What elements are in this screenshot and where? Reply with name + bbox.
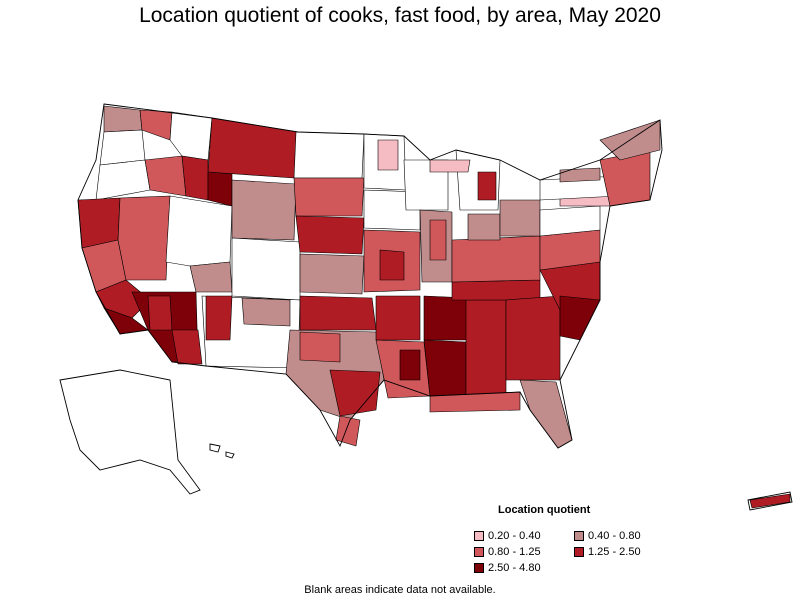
legend-label: 1.25 - 2.50 (588, 546, 641, 558)
map-area (505, 295, 561, 381)
map-area (299, 295, 377, 331)
map-area (451, 235, 541, 283)
legend-label: 0.20 - 0.40 (488, 530, 541, 542)
map-area (377, 139, 399, 171)
legend-item-3: 1.25 - 2.50 (574, 546, 641, 558)
map-area (207, 171, 233, 207)
map-area (231, 237, 301, 301)
map-outlines (59, 103, 793, 511)
map-area (519, 379, 573, 449)
legend-swatch (474, 547, 484, 557)
map-area (231, 179, 297, 241)
legend-label: 0.80 - 1.25 (488, 546, 541, 558)
map-area (95, 159, 151, 201)
map-area (423, 339, 467, 397)
map-area (241, 297, 291, 327)
map-area (147, 295, 173, 331)
legend-swatch (574, 547, 584, 557)
map-area (559, 295, 601, 341)
map-outline (225, 451, 235, 459)
map-area (171, 329, 203, 365)
map-area (205, 295, 233, 341)
map-regions (77, 105, 791, 509)
map-area (189, 261, 233, 293)
legend-item-0: 0.20 - 0.40 (474, 530, 541, 542)
map-area (451, 279, 541, 301)
map-area (103, 105, 143, 133)
legend-label: 2.50 - 4.80 (488, 562, 541, 574)
legend-swatch (574, 531, 584, 541)
map-area (293, 177, 365, 217)
map-outline (747, 491, 793, 511)
map-outline (77, 103, 663, 449)
map-area (293, 131, 365, 179)
map-area (477, 171, 497, 201)
map-area (165, 195, 233, 267)
map-area (559, 167, 601, 183)
map-area (77, 197, 121, 249)
map-area (169, 111, 213, 161)
map-area (99, 129, 146, 166)
map-area (299, 253, 365, 295)
map-outline (59, 369, 201, 495)
map-area (295, 215, 365, 255)
map-area (181, 155, 209, 201)
legend-label: 0.40 - 0.80 (588, 530, 641, 542)
map-area (207, 117, 299, 179)
legend-title: Location quotient (498, 504, 591, 516)
map-area (499, 199, 541, 237)
map-area (429, 159, 471, 173)
map-area (117, 195, 171, 281)
map-area (144, 155, 187, 197)
legend-item-4: 2.50 - 4.80 (474, 562, 541, 574)
map-area (467, 213, 501, 241)
legend-item-1: 0.40 - 0.80 (574, 530, 641, 542)
map-outline (209, 443, 221, 453)
legend-swatch (474, 563, 484, 573)
map-area (375, 295, 421, 341)
map-area (329, 369, 381, 417)
map-area (429, 219, 447, 261)
map-area (423, 295, 471, 341)
map-area (465, 299, 507, 397)
map-area (335, 415, 361, 447)
map-area (139, 109, 173, 141)
map-area (539, 205, 601, 237)
legend-item-2: 0.80 - 1.25 (474, 546, 541, 558)
map-area (379, 249, 405, 281)
legend-swatch (474, 531, 484, 541)
footnote: Blank areas indicate data not available. (304, 584, 496, 596)
map-area (399, 349, 421, 381)
map-area (299, 331, 341, 363)
map-title: Location quotient of cooks, fast food, b… (139, 4, 661, 27)
